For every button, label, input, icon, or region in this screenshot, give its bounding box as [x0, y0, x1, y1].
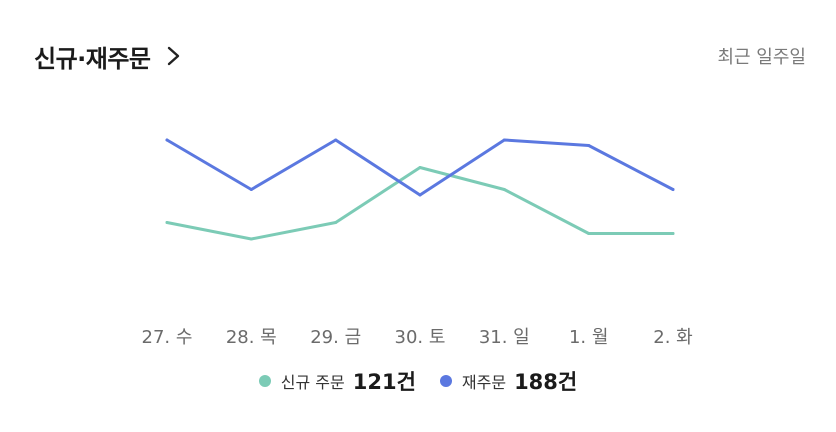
title-link[interactable]: 신규·재주문 [34, 39, 183, 74]
data-point-new-6 [671, 232, 675, 235]
x-tick-label: 30. 토 [395, 327, 446, 348]
data-point-new-2 [334, 221, 338, 224]
data-point-new-5 [587, 232, 591, 235]
legend-value-reorder: 188건 [514, 370, 578, 394]
x-tick-label: 1. 월 [569, 327, 608, 348]
data-point-reorder-2 [334, 138, 338, 142]
data-point-reorder-0 [165, 138, 169, 142]
chart-legend: 신규 주문 121건 재주문 188건 [0, 366, 836, 396]
line-chart: 27. 수 28. 목 29. 금 30. 토 31. 일 1. 월 2. 화 [142, 138, 693, 348]
series-line-new [165, 166, 675, 241]
data-point-reorder-1 [249, 188, 253, 191]
legend-label-reorder: 재주문 [461, 373, 507, 392]
card-header: 신규·재주문 최근 일주일 [34, 36, 806, 76]
chevron-right-icon [167, 46, 179, 66]
data-point-new-0 [165, 221, 169, 224]
legend-dot-new [258, 375, 271, 387]
x-tick-label: 31. 일 [479, 327, 530, 348]
legend-value-new: 121건 [352, 370, 416, 394]
x-tick-label: 28. 목 [226, 327, 277, 348]
data-point-new-4 [502, 188, 506, 191]
legend-item-reorder: 재주문 188건 [439, 366, 578, 396]
card-title: 신규·재주문 [34, 44, 151, 73]
period-selector[interactable]: 최근 일주일 [717, 47, 806, 68]
x-tick-label: 29. 금 [310, 327, 361, 348]
data-point-reorder-6 [671, 188, 675, 191]
data-point-reorder-5 [587, 144, 591, 147]
data-point-new-3 [418, 166, 422, 169]
legend-dot-reorder [439, 375, 452, 387]
data-point-new-1 [249, 237, 253, 241]
data-point-reorder-3 [418, 193, 422, 197]
legend-label-new: 신규 주문 [280, 373, 345, 392]
x-tick-label: 27. 수 [142, 327, 193, 348]
x-tick-label: 2. 화 [653, 327, 692, 348]
data-point-reorder-4 [502, 138, 506, 142]
legend-item-new: 신규 주문 121건 [258, 366, 416, 396]
